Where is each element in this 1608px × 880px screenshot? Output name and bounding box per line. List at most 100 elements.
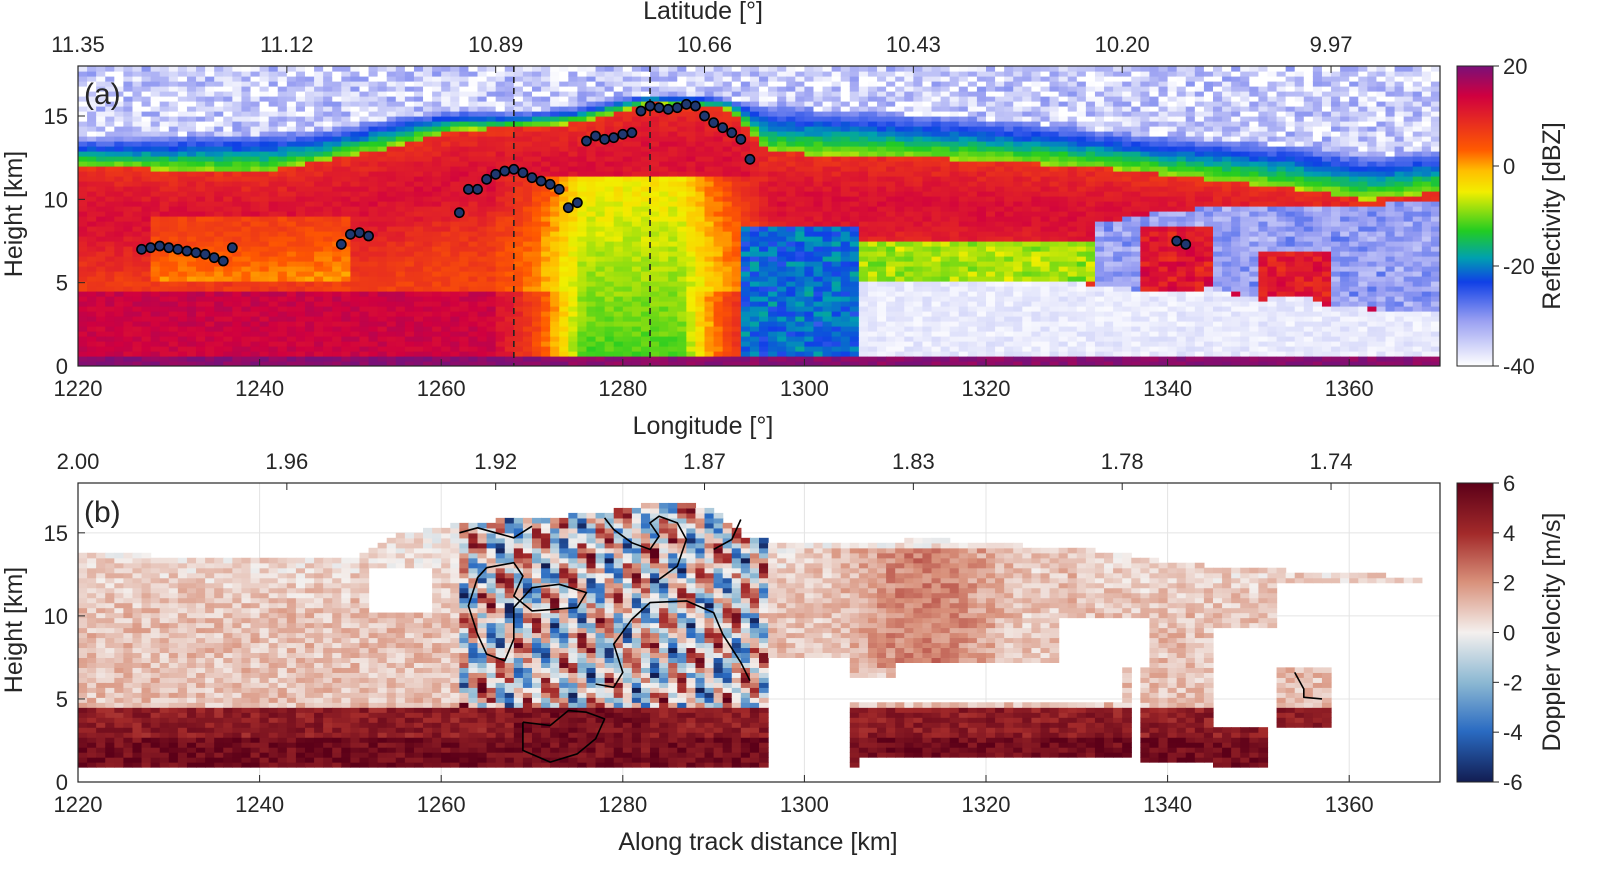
reflectivity-cell (277, 206, 288, 212)
reflectivity-cell (659, 71, 669, 77)
reflectivity-cell (386, 111, 397, 117)
reflectivity-cell (168, 291, 179, 297)
reflectivity-cell (295, 121, 306, 127)
reflectivity-cell (268, 331, 279, 337)
reflectivity-cell (395, 216, 406, 222)
reflectivity-cell (150, 346, 161, 352)
reflectivity-cell (468, 241, 479, 247)
reflectivity-cell (150, 281, 161, 287)
reflectivity-cell (395, 176, 406, 182)
reflectivity-cell (259, 206, 270, 212)
reflectivity-cell (495, 161, 506, 167)
reflectivity-cell (423, 81, 433, 87)
reflectivity-cell (586, 201, 597, 207)
reflectivity-cell (305, 256, 315, 262)
reflectivity-cell (295, 106, 306, 112)
reflectivity-cell (87, 96, 97, 102)
reflectivity-cell (631, 236, 642, 242)
reflectivity-cell (522, 256, 533, 262)
reflectivity-cell (105, 121, 115, 127)
reflectivity-cell (177, 186, 188, 192)
reflectivity-cell (559, 111, 569, 117)
reflectivity-cell (486, 71, 497, 77)
reflectivity-cell (141, 241, 152, 247)
reflectivity-cell (423, 66, 433, 72)
reflectivity-cell (159, 151, 170, 157)
reflectivity-cell (96, 191, 106, 197)
reflectivity-cell (259, 81, 270, 87)
reflectivity-cell (477, 281, 488, 287)
reflectivity-cell (768, 161, 778, 167)
reflectivity-cell (214, 121, 224, 127)
reflectivity-cell (250, 256, 261, 262)
reflectivity-cell (613, 106, 624, 112)
reflectivity-cell (786, 261, 796, 267)
reflectivity-cell (377, 316, 388, 322)
reflectivity-cell (677, 311, 687, 317)
reflectivity-cell (622, 81, 633, 87)
reflectivity-cell (413, 271, 424, 277)
reflectivity-cell (822, 176, 833, 182)
reflectivity-cell (341, 196, 351, 202)
reflectivity-cell (559, 256, 569, 262)
reflectivity-cell (786, 256, 796, 262)
reflectivity-cell (759, 131, 769, 137)
reflectivity-cell (604, 176, 615, 182)
reflectivity-cell (250, 96, 261, 102)
reflectivity-cell (541, 271, 551, 277)
reflectivity-cell (559, 101, 569, 107)
reflectivity-cell (468, 131, 479, 137)
reflectivity-cell (559, 346, 569, 352)
reflectivity-cell (640, 161, 651, 167)
reflectivity-cell (295, 101, 306, 107)
reflectivity-cell (713, 216, 724, 222)
reflectivity-cell (105, 321, 115, 327)
reflectivity-cell (268, 126, 279, 132)
reflectivity-cell (468, 256, 479, 262)
reflectivity-cell (395, 241, 406, 247)
reflectivity-cell (740, 131, 751, 137)
reflectivity-cell (177, 266, 188, 272)
reflectivity-cell (105, 351, 115, 357)
reflectivity-cell (96, 66, 106, 72)
reflectivity-cell (795, 96, 805, 102)
reflectivity-cell (749, 166, 760, 172)
reflectivity-cell (332, 236, 342, 242)
reflectivity-cell (323, 176, 333, 182)
reflectivity-cell (777, 181, 787, 187)
reflectivity-cell (78, 111, 88, 117)
reflectivity-cell (232, 231, 243, 237)
reflectivity-cell (250, 291, 261, 297)
reflectivity-cell (404, 126, 415, 132)
reflectivity-cell (350, 316, 361, 322)
reflectivity-cell (413, 76, 424, 82)
reflectivity-cell (550, 326, 560, 332)
reflectivity-cell (205, 331, 215, 337)
reflectivity-cell (604, 331, 615, 337)
reflectivity-cell (268, 181, 279, 187)
reflectivity-cell (232, 276, 243, 282)
reflectivity-cell (577, 326, 588, 332)
reflectivity-cell (795, 211, 805, 217)
reflectivity-cell (368, 126, 379, 132)
reflectivity-cell (740, 241, 751, 247)
reflectivity-cell (350, 126, 361, 132)
reflectivity-cell (450, 301, 460, 307)
reflectivity-cell (223, 361, 233, 366)
reflectivity-cell (550, 301, 560, 307)
reflectivity-cell (78, 201, 88, 207)
reflectivity-cell (513, 286, 524, 292)
reflectivity-cell (386, 351, 397, 357)
reflectivity-cell (277, 251, 288, 257)
reflectivity-cell (96, 351, 106, 357)
reflectivity-cell (232, 126, 243, 132)
reflectivity-cell (168, 66, 179, 72)
reflectivity-cell (105, 66, 115, 72)
reflectivity-cell (731, 341, 742, 347)
reflectivity-cell (786, 156, 796, 162)
reflectivity-cell (241, 76, 252, 82)
reflectivity-cell (486, 296, 497, 302)
reflectivity-cell (450, 161, 460, 167)
reflectivity-cell (232, 131, 243, 137)
reflectivity-cell (677, 296, 687, 302)
